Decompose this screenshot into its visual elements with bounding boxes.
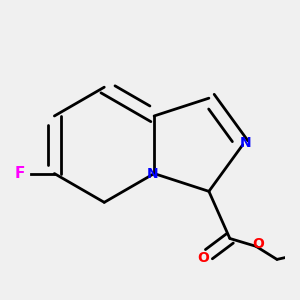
Text: F: F	[14, 166, 25, 181]
Text: N: N	[239, 136, 251, 151]
Text: O: O	[253, 237, 265, 251]
Text: N: N	[147, 167, 159, 181]
Text: O: O	[198, 251, 210, 265]
